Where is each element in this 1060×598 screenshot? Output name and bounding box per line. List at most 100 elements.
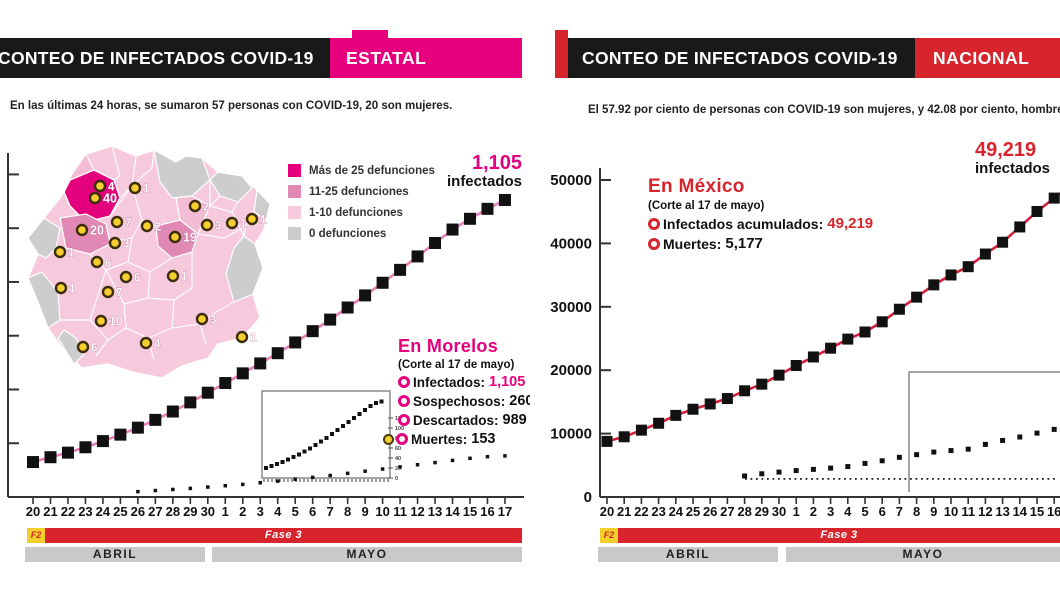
stat-value: 49,219 <box>827 215 874 232</box>
x-axis-date-label: 30 <box>771 504 787 519</box>
nacional-f2-badge: F2 <box>600 528 618 543</box>
legend-item: 1-10 defunciones <box>288 202 435 223</box>
deaths-inset: 120100806040200 <box>261 390 404 482</box>
x-axis-date-label: 10 <box>375 504 390 519</box>
x-axis-date-label: 16 <box>480 504 495 519</box>
estatal-total-caption: infectados <box>446 173 522 190</box>
estatal-stats-rows: Infectados: 1,105 Sospechosos: 260 Descartad… <box>383 374 530 447</box>
estatal-total-value: 1,105 <box>471 152 522 174</box>
map-municipalities <box>27 145 271 379</box>
x-axis-date-label: 9 <box>930 504 938 519</box>
nacional-total-caption: infectados <box>975 160 1051 177</box>
estatal-header-bar: CONTEO DE INFECTADOS COVID-19 <box>0 38 340 78</box>
x-axis-date-label: 7 <box>326 504 334 519</box>
x-axis-date-label: 22 <box>634 504 649 519</box>
nacional-stats-box: En México (Corte al 17 de mayo) Infectad… <box>648 176 948 255</box>
legend-label: 1-10 defunciones <box>309 206 403 219</box>
x-axis-date-label: 13 <box>995 504 1010 519</box>
legend-swatch <box>288 185 301 198</box>
svg-text:1: 1 <box>68 248 75 260</box>
x-axis-date-label: 13 <box>427 504 443 519</box>
x-axis-date-label: 25 <box>113 504 128 519</box>
stat-item: Sospechosos: 260 <box>398 393 530 409</box>
nacional-tag: NACIONAL <box>915 38 1060 78</box>
estatal-axes <box>7 153 524 504</box>
panel-nacional: CONTEO DE INFECTADOS COVID-19 NACIONAL E… <box>530 0 1060 598</box>
x-axis-date-label: 27 <box>148 504 163 519</box>
nacional-total: 49,219 infectados <box>975 140 1060 177</box>
svg-text:4: 4 <box>108 182 115 194</box>
svg-text:20: 20 <box>90 224 104 238</box>
stat-item: Infectados: 1,105 <box>398 374 530 390</box>
infected-series <box>27 193 511 469</box>
x-axis-date-label: 8 <box>912 504 921 519</box>
svg-text:10: 10 <box>109 315 123 329</box>
stat-value: 153 <box>471 431 496 447</box>
x-axis-date-label: 15 <box>1029 504 1045 519</box>
x-axis-date-label: 29 <box>754 504 770 519</box>
x-axis-date-label: 29 <box>183 504 198 519</box>
legend-swatch <box>288 164 301 177</box>
x-axis-date-label: 14 <box>1012 504 1028 519</box>
svg-text:6: 6 <box>134 273 140 285</box>
nacional-fase3-bar: Fase 3 <box>618 528 1060 543</box>
nacional-stats-title: En México <box>648 176 745 197</box>
nacional-title: CONTEO DE INFECTADOS COVID-19 <box>582 48 898 68</box>
estatal-total: 1,105 infectados <box>420 153 522 190</box>
x-axis-date-label: 10 <box>943 504 959 519</box>
x-axis-date-label: 28 <box>165 504 181 519</box>
x-axis-date-label: 22 <box>60 504 76 519</box>
x-axis-date-label: 9 <box>361 504 369 519</box>
legend-item: 0 defunciones <box>288 223 435 244</box>
x-axis-date-label: 26 <box>130 504 146 519</box>
stat-value: 989 <box>502 412 527 428</box>
svg-text:10000: 10000 <box>550 426 592 443</box>
svg-text:0: 0 <box>584 489 592 506</box>
svg-text:100: 100 <box>395 426 404 432</box>
svg-text:7: 7 <box>125 218 131 230</box>
x-axis-date-label: 4 <box>274 504 282 519</box>
svg-text:20000: 20000 <box>550 362 592 379</box>
estatal-month-abril: ABRIL <box>25 547 205 562</box>
stat-label: Sospechosos: <box>413 393 506 409</box>
svg-text:40000: 40000 <box>550 235 592 252</box>
x-axis-date-label: 20 <box>25 504 41 519</box>
x-axis-date-label: 24 <box>95 504 111 519</box>
x-axis-date-label: 25 <box>685 504 701 519</box>
stat-value: 5,177 <box>725 235 763 252</box>
legend-swatch <box>288 227 301 240</box>
x-axis-date-label: 16 <box>1046 504 1060 519</box>
arrow-bullet-icon <box>398 395 410 407</box>
nacional-month-abril: ABRIL <box>598 547 778 562</box>
estatal-stats-title: En Morelos <box>398 336 499 356</box>
red-ribbon-strip <box>555 30 568 78</box>
svg-text:6: 6 <box>105 258 111 270</box>
stat-item: Infectados acumulados: 49,219 <box>648 215 948 232</box>
panel-estatal: CONTEO DE INFECTADOS COVID-19 ESTATAL En… <box>0 30 530 562</box>
x-axis-date-label: 6 <box>878 504 886 519</box>
estatal-title: CONTEO DE INFECTADOS COVID-19 <box>0 48 314 68</box>
stat-label: Descartados: <box>413 412 499 428</box>
svg-text:1: 1 <box>240 219 247 231</box>
x-axis-date-label: 26 <box>702 504 718 519</box>
x-axis-date-label: 5 <box>861 504 869 519</box>
x-axis-date-label: 23 <box>651 504 666 519</box>
legend-label: Más de 25 defunciones <box>309 164 435 177</box>
svg-text:1: 1 <box>260 215 267 227</box>
arrow-bullet-icon <box>398 376 410 388</box>
stat-label: Muertes: <box>663 235 722 252</box>
svg-text:2: 2 <box>203 202 209 214</box>
x-axis-date-label: 24 <box>668 504 684 519</box>
svg-text:4: 4 <box>154 339 161 351</box>
nacional-stats-rows: Infectados acumulados: 49,219 Muertes: 5,17… <box>648 215 948 252</box>
svg-text:1: 1 <box>250 333 257 345</box>
x-axis-date-label: 21 <box>616 504 632 519</box>
x-axis-date-label: 20 <box>599 504 615 519</box>
nacional-header-bar: CONTEO DE INFECTADOS COVID-19 <box>568 38 915 78</box>
nacional-month-mayo: MAYO <box>786 547 1060 562</box>
estatal-stats-cutoff: (Corte al 17 de mayo) <box>398 359 515 371</box>
estatal-subtitle: En las últimas 24 horas, se sumaron 57 p… <box>10 100 453 112</box>
svg-text:50000: 50000 <box>550 172 592 189</box>
infected-series <box>601 192 1060 447</box>
